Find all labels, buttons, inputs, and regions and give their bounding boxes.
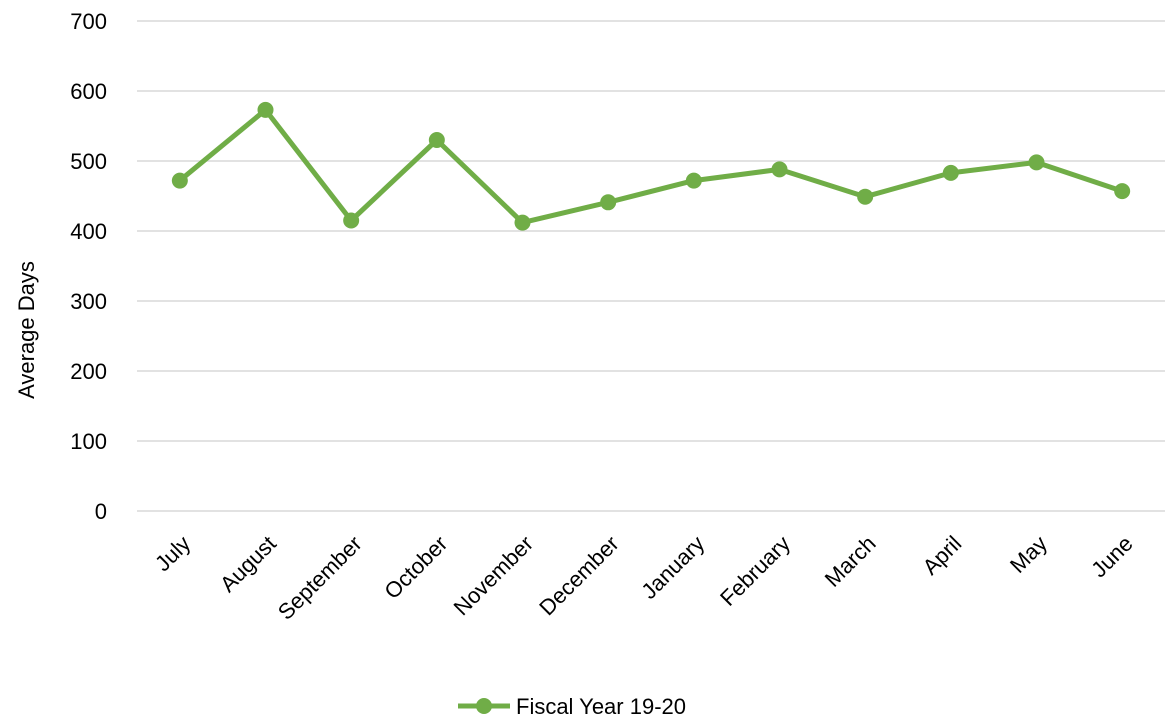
x-tick-label: January xyxy=(636,531,709,604)
legend[interactable]: Fiscal Year 19-20 xyxy=(458,694,686,719)
data-point[interactable] xyxy=(771,161,788,178)
data-point[interactable] xyxy=(257,101,274,118)
data-point[interactable] xyxy=(857,188,874,205)
y-tick-label: 300 xyxy=(70,289,107,314)
y-tick-label: 500 xyxy=(70,149,107,174)
data-point[interactable] xyxy=(600,194,617,211)
x-tick-label: December xyxy=(534,531,623,620)
x-tick-label: July xyxy=(150,531,195,576)
y-tick-label: 200 xyxy=(70,359,107,384)
x-tick-label: November xyxy=(449,531,538,620)
data-point[interactable] xyxy=(942,164,959,181)
x-tick-label: June xyxy=(1086,531,1137,582)
x-tick-label: May xyxy=(1005,531,1052,578)
legend-label: Fiscal Year 19-20 xyxy=(516,694,686,719)
gridlines xyxy=(137,20,1165,512)
x-tick-label: March xyxy=(820,531,881,592)
data-point[interactable] xyxy=(1028,154,1045,171)
y-tick-label: 700 xyxy=(70,9,107,34)
y-tick-label: 400 xyxy=(70,219,107,244)
legend-swatch-marker xyxy=(476,698,492,714)
x-tick-label: September xyxy=(273,531,367,625)
x-tick-label: April xyxy=(918,531,967,580)
y-axis-ticks: 0 100 200 300 400 500 600 700 xyxy=(70,9,107,524)
y-axis-title: Average Days xyxy=(14,261,39,399)
y-tick-label: 600 xyxy=(70,79,107,104)
series-line xyxy=(177,107,1125,226)
data-point[interactable] xyxy=(514,214,531,231)
series-layer xyxy=(171,101,1131,231)
data-point[interactable] xyxy=(428,132,445,148)
x-tick-label: February xyxy=(715,531,795,611)
x-tick-label: October xyxy=(379,531,452,604)
data-point[interactable] xyxy=(1114,183,1131,200)
x-tick-label: August xyxy=(215,531,281,597)
data-point[interactable] xyxy=(343,212,360,229)
y-tick-label: 0 xyxy=(95,499,107,524)
y-tick-label: 100 xyxy=(70,429,107,454)
data-point[interactable] xyxy=(171,172,188,189)
data-point[interactable] xyxy=(685,172,702,189)
